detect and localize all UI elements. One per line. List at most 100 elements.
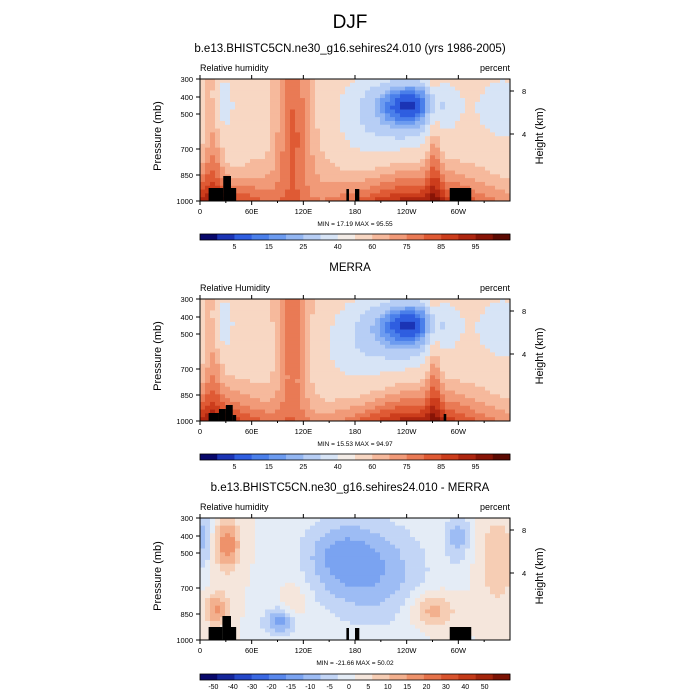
heatmap-cell [300,321,306,327]
heatmap-cell [250,128,256,133]
heatmap-cell [265,540,271,546]
heatmap-cell [435,166,441,171]
heatmap-cell [405,128,411,133]
heatmap-cell [205,586,211,591]
heatmap-cell [230,620,236,626]
heatmap-cell [410,189,416,194]
heatmap-cell [295,318,301,323]
heatmap-cell [225,533,231,538]
heatmap-cell [250,521,256,527]
heatmap-cell [310,518,316,523]
heatmap-cell [200,306,206,311]
heatmap-cell [365,401,371,407]
heatmap-cell [435,417,441,422]
heatmap-cell [450,170,456,175]
heatmap-cell [220,601,226,607]
heatmap-cell [425,181,431,187]
heatmap-cell [500,394,506,399]
heatmap-cell [330,579,336,584]
heatmap-cell [485,174,491,179]
heatmap-cell [495,302,501,308]
heatmap-cell [280,617,286,622]
heatmap-cell [225,101,231,107]
heatmap-cell [365,151,371,156]
heatmap-cell [280,394,286,399]
heatmap-cell [200,360,206,365]
heatmap-cell [275,124,281,129]
heatmap-cell [260,371,266,376]
heatmap-cell [265,590,271,595]
heatmap-cell [430,117,436,122]
heatmap-cell [250,617,256,622]
heatmap-cell [400,382,406,388]
heatmap-cell [325,86,331,91]
heatmap-cell [305,352,311,357]
heatmap-cell [305,613,311,618]
heatmap-cell [365,325,371,330]
heatmap-cell [295,329,301,334]
heatmap-cell [400,128,406,133]
heatmap-cell [350,105,356,110]
heatmap-cell [235,147,241,152]
heatmap-cell [495,417,501,422]
heatmap-cell [225,314,231,319]
heatmap-cell [235,98,241,103]
heatmap-cell [420,375,426,380]
heatmap-cell [270,302,276,308]
heatmap-cell [340,151,346,156]
heatmap-cell [295,586,301,591]
heatmap-cell [335,302,341,308]
heatmap-cell [325,321,331,327]
heatmap-cell [265,117,271,122]
heatmap-cell [255,636,261,641]
heatmap-cell [430,299,436,304]
heatmap-cell [240,178,246,183]
heatmap-cell [320,128,326,133]
heatmap-cell [460,86,466,91]
heatmap-cell [245,529,251,534]
heatmap-cell [490,337,496,342]
heatmap-cell [500,113,506,118]
heatmap-cell [420,348,426,353]
heatmap-cell [430,174,436,179]
heatmap-cell [235,382,241,388]
heatmap-cell [235,537,241,542]
heatmap-cell [280,318,286,323]
heatmap-cell [390,306,396,311]
heatmap-cell [230,113,236,118]
heatmap-cell [405,140,411,145]
heatmap-cell [255,185,261,190]
heatmap-cell [475,101,481,107]
heatmap-cell [335,143,341,149]
heatmap-cell [205,333,211,338]
heatmap-cell [395,398,401,403]
heatmap-cell [310,575,316,580]
heatmap-cell [275,189,281,194]
heatmap-cell [280,360,286,365]
heatmap-cell [300,318,306,323]
heatmap-cell [340,193,346,198]
heatmap-cell [295,86,301,91]
heatmap-cell [235,594,241,599]
heatmap-cell [310,333,316,338]
heatmap-cell [440,386,446,391]
heatmap-cell [255,329,261,334]
heatmap-cell [420,162,426,168]
heatmap-cell [270,193,276,198]
heatmap-cell [290,113,296,118]
heatmap-cell [310,552,316,557]
heatmap-cell [415,413,421,418]
heatmap-cell [320,559,326,565]
heatmap-cell [485,101,491,107]
heatmap-cell [265,405,271,410]
heatmap-cell [455,143,461,149]
heatmap-cell [200,113,206,118]
heatmap-cell [230,321,236,327]
heatmap-cell [325,390,331,395]
heatmap-cell [440,325,446,330]
heatmap-cell [240,567,246,572]
heatmap-cell [240,537,246,542]
heatmap-cell [390,101,396,107]
heatmap-cell [355,314,361,319]
heatmap-cell [440,94,446,99]
